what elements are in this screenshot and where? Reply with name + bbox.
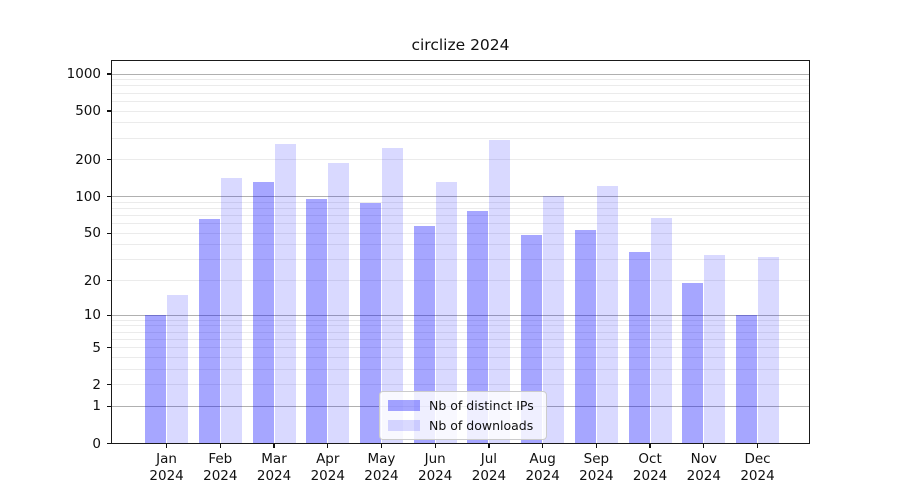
x-tick-mark bbox=[219, 443, 221, 448]
x-tick-mark bbox=[703, 443, 705, 448]
bar-distinct-ips bbox=[467, 210, 489, 444]
y-tick-mark bbox=[107, 405, 111, 408]
bar-distinct-ips bbox=[359, 203, 381, 444]
bar-distinct-ips bbox=[145, 315, 167, 444]
bar-distinct-ips bbox=[682, 283, 704, 444]
y-tick-mark bbox=[107, 159, 111, 161]
y-tick-label: 20 bbox=[83, 272, 101, 289]
x-tick-mark bbox=[380, 443, 383, 448]
y-tick-label: 2 bbox=[92, 376, 101, 393]
gridline-minor bbox=[111, 79, 810, 81]
bar-downloads bbox=[220, 177, 242, 444]
legend-item-distinct-ips: Nb of distinct IPs bbox=[388, 398, 534, 413]
x-tick-label: Aug 2024 bbox=[525, 450, 560, 485]
legend-swatch-distinct-ips bbox=[388, 400, 420, 411]
gridline-minor bbox=[111, 85, 810, 87]
y-tick-mark bbox=[107, 384, 111, 386]
gridline-minor bbox=[111, 100, 810, 102]
bar-distinct-ips bbox=[574, 230, 596, 444]
gridline-minor bbox=[111, 159, 810, 161]
y-tick-mark bbox=[107, 73, 111, 75]
bar-downloads bbox=[758, 256, 780, 444]
bar-downloads bbox=[167, 295, 189, 444]
y-tick-mark bbox=[107, 347, 111, 349]
x-tick-mark bbox=[649, 443, 651, 448]
chart-title: circlize 2024 bbox=[411, 36, 510, 54]
gridline-minor bbox=[111, 110, 810, 112]
x-tick-mark bbox=[488, 443, 490, 448]
y-tick-label: 1 bbox=[92, 398, 101, 415]
y-tick-mark bbox=[107, 280, 111, 282]
gridline-minor bbox=[111, 201, 810, 203]
bar-distinct-ips bbox=[736, 315, 758, 444]
x-tick-label: Jan 2024 bbox=[149, 450, 184, 485]
x-tick-label: Oct 2024 bbox=[632, 450, 668, 485]
bar-downloads bbox=[650, 217, 672, 444]
y-tick-mark bbox=[107, 442, 111, 445]
legend-label-distinct-ips: Nb of distinct IPs bbox=[429, 398, 534, 413]
x-tick-label: Apr 2024 bbox=[310, 450, 345, 485]
gridline-major bbox=[111, 196, 810, 198]
gridline-minor bbox=[111, 122, 810, 124]
bar-downloads bbox=[435, 181, 457, 444]
x-tick-mark bbox=[327, 443, 329, 448]
x-tick-label: Jun 2024 bbox=[418, 450, 453, 485]
y-tick-label: 200 bbox=[75, 151, 101, 168]
y-tick-label: 50 bbox=[83, 225, 101, 242]
x-tick-mark bbox=[756, 443, 759, 448]
gridline-minor bbox=[111, 137, 810, 139]
bar-downloads bbox=[543, 195, 565, 444]
legend-swatch-downloads bbox=[388, 420, 420, 431]
x-tick-label: Feb 2024 bbox=[203, 450, 238, 485]
bar-downloads bbox=[274, 143, 296, 444]
x-tick-label: May 2024 bbox=[364, 450, 399, 485]
y-tick-label: 0 bbox=[92, 435, 101, 452]
x-tick-label: Nov 2024 bbox=[686, 450, 721, 485]
legend-label-downloads: Nb of downloads bbox=[429, 418, 534, 433]
x-tick-label: Mar 2024 bbox=[256, 450, 292, 485]
gridline-minor bbox=[111, 207, 810, 209]
bar-downloads bbox=[596, 185, 618, 444]
bar-distinct-ips bbox=[628, 251, 650, 444]
y-tick-mark bbox=[107, 196, 111, 198]
y-tick-label: 100 bbox=[75, 188, 101, 205]
gridline-major bbox=[111, 73, 810, 75]
bar-downloads bbox=[704, 254, 726, 444]
y-tick-mark bbox=[107, 110, 111, 112]
y-tick-label: 1000 bbox=[66, 66, 101, 83]
x-tick-mark bbox=[542, 443, 544, 448]
gridline-minor bbox=[111, 92, 810, 94]
y-tick-label: 10 bbox=[83, 307, 101, 324]
x-tick-mark bbox=[434, 443, 436, 448]
y-tick-label: 500 bbox=[75, 103, 101, 120]
bar-distinct-ips bbox=[198, 219, 220, 444]
x-tick-mark bbox=[166, 443, 168, 448]
y-tick-mark bbox=[107, 314, 111, 316]
x-tick-mark bbox=[273, 443, 275, 448]
legend-box: Nb of distinct IPs Nb of downloads bbox=[379, 391, 547, 440]
gridline-minor bbox=[111, 215, 810, 217]
x-tick-label: Jul 2024 bbox=[471, 450, 507, 485]
legend-item-downloads: Nb of downloads bbox=[388, 418, 534, 433]
x-tick-label: Dec 2024 bbox=[740, 450, 775, 485]
y-tick-mark bbox=[107, 232, 111, 234]
y-tick-label: 5 bbox=[92, 339, 101, 356]
bar-distinct-ips bbox=[252, 181, 274, 444]
bar-downloads bbox=[328, 162, 350, 444]
x-tick-mark bbox=[595, 443, 597, 448]
x-tick-label: Sep 2024 bbox=[579, 450, 614, 485]
bar-distinct-ips bbox=[306, 199, 328, 444]
